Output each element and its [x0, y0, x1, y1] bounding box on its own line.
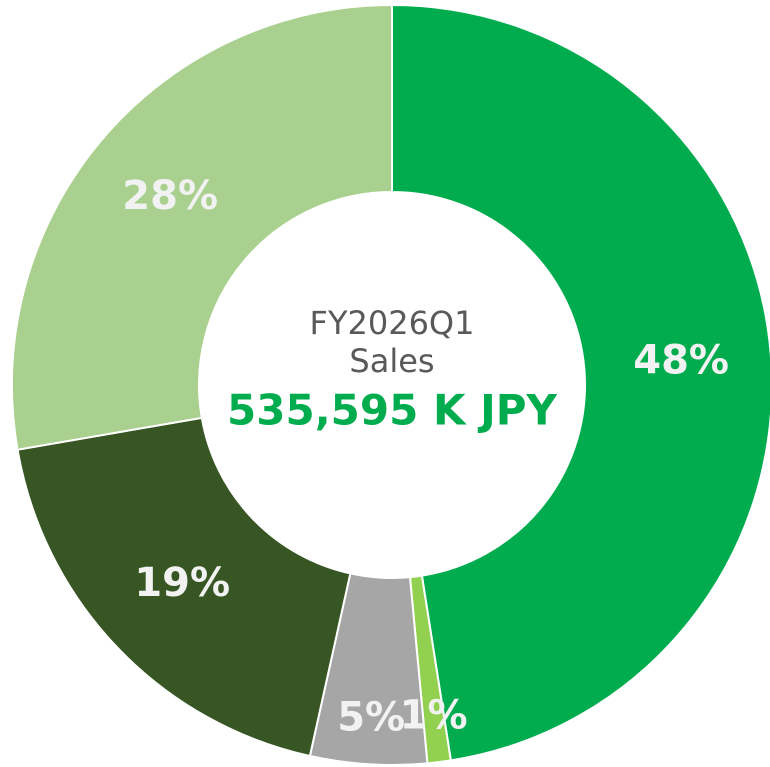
slice-label: 5% — [337, 694, 405, 740]
slice — [391, 3, 770, 762]
center-subtitle: Sales — [349, 342, 434, 380]
slices — [11, 3, 770, 766]
slice-label: 28% — [122, 173, 218, 219]
slice — [11, 3, 393, 451]
slice-label: 1% — [400, 692, 468, 738]
center-title: FY2026Q1 — [310, 304, 475, 342]
center-value: 535,595 K JPY — [227, 386, 557, 435]
slice-label: 48% — [633, 337, 729, 383]
labels: 48% 1%5% 19% 28% — [122, 173, 729, 740]
slice-label: 19% — [134, 560, 230, 606]
slice — [16, 416, 352, 758]
